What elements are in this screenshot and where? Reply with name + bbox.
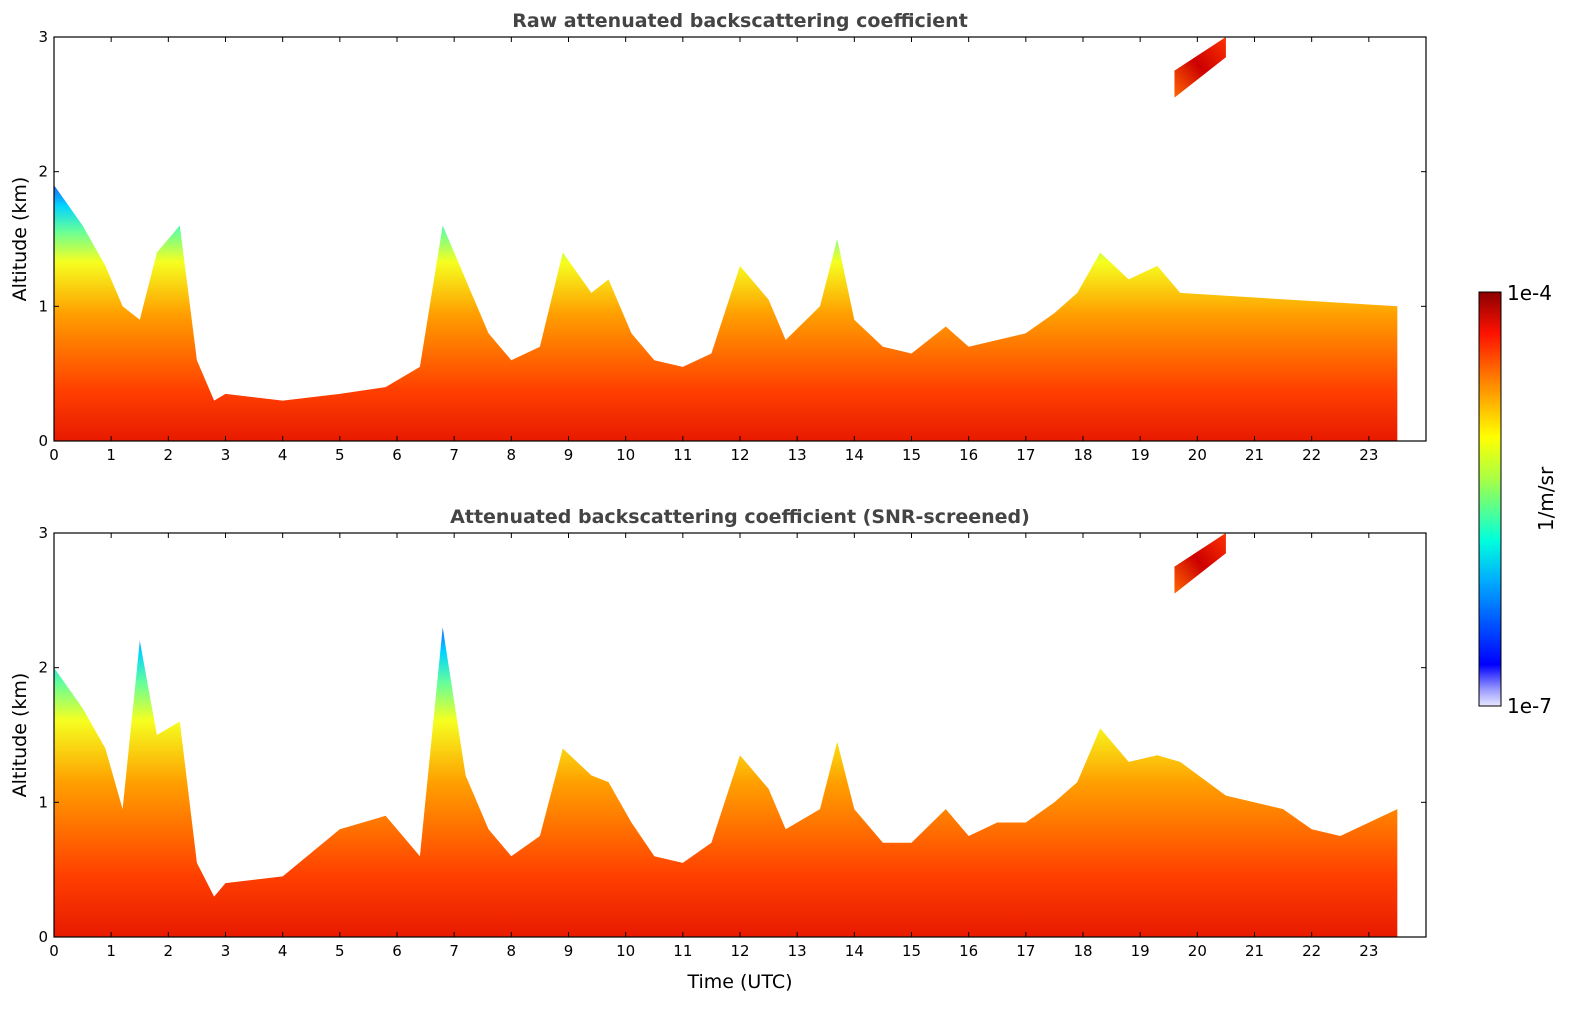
x-tick-label: 17 — [1016, 446, 1035, 464]
x-tick-label: 14 — [845, 942, 864, 960]
x-tick-label: 3 — [221, 446, 231, 464]
x-tick-label: 1 — [106, 446, 116, 464]
x-tick-label: 21 — [1245, 446, 1264, 464]
x-tick-label: 18 — [1073, 942, 1092, 960]
x-tick-label: 2 — [164, 446, 174, 464]
x-tick-label: 8 — [507, 446, 517, 464]
y-axis-label: Altitude (km) — [9, 673, 31, 798]
x-tick-label: 23 — [1359, 446, 1378, 464]
x-tick-label: 10 — [616, 446, 635, 464]
x-tick-label: 3 — [221, 942, 231, 960]
x-tick-label: 21 — [1245, 942, 1264, 960]
x-axis: 0 1 2 3 4 5 6 7 8 9 10 11 12 13 14 15 16 17 18 19 20 21 22 23 — [49, 37, 1378, 464]
x-tick-label: 7 — [449, 446, 459, 464]
x-tick-label: 13 — [788, 942, 807, 960]
y-tick-label: 1 — [38, 297, 48, 315]
colorbar-unit-label: 1/m/sr — [1534, 466, 1558, 531]
x-tick-label: 5 — [335, 942, 345, 960]
y-tick-label: 0 — [38, 928, 48, 946]
x-tick-label: 20 — [1188, 942, 1207, 960]
y-tick-label: 1 — [38, 793, 48, 811]
x-tick-label: 17 — [1016, 942, 1035, 960]
x-tick-label: 14 — [845, 446, 864, 464]
x-tick-label: 11 — [673, 942, 692, 960]
panel-screened: Attenuated backscattering coefficient (S… — [9, 506, 1427, 993]
y-tick-label: 2 — [38, 659, 48, 677]
y-tick-label: 3 — [38, 524, 48, 542]
x-tick-label: 6 — [392, 446, 402, 464]
no-data-region — [1397, 533, 1426, 937]
y-tick-label: 2 — [38, 163, 48, 181]
plot-area — [54, 37, 1426, 441]
y-tick-label: 3 — [38, 28, 48, 46]
x-tick-label: 8 — [507, 942, 517, 960]
panel-raw: Raw attenuated backscattering coefficien… — [9, 10, 1427, 464]
x-tick-label: 4 — [278, 942, 288, 960]
x-tick-label: 6 — [392, 942, 402, 960]
panel-title: Raw attenuated backscattering coefficien… — [512, 10, 968, 32]
backscatter-layer — [54, 185, 1398, 441]
no-data-region — [1397, 37, 1426, 441]
panel-title: Attenuated backscattering coefficient (S… — [450, 506, 1030, 528]
x-tick-label: 2 — [164, 942, 174, 960]
x-tick-label: 13 — [788, 446, 807, 464]
x-tick-label: 10 — [616, 942, 635, 960]
elevated-aerosol-layer — [1174, 533, 1226, 594]
x-tick-label: 18 — [1073, 446, 1092, 464]
x-tick-label: 0 — [49, 446, 59, 464]
x-tick-label: 5 — [335, 446, 345, 464]
x-tick-label: 20 — [1188, 446, 1207, 464]
x-axis: 0 1 2 3 4 5 6 7 8 9 10 11 12 13 14 15 16 17 18 19 20 21 22 23 — [49, 533, 1378, 960]
x-tick-label: 16 — [959, 446, 978, 464]
x-tick-label: 23 — [1359, 942, 1378, 960]
y-axis: 0 1 2 3 — [38, 524, 1426, 946]
y-axis: 0 1 2 3 — [38, 28, 1426, 450]
x-tick-label: 15 — [902, 942, 921, 960]
x-tick-label: 9 — [564, 942, 574, 960]
x-tick-label: 1 — [106, 942, 116, 960]
y-tick-label: 0 — [38, 432, 48, 450]
colorbar-max-label: 1e-4 — [1507, 281, 1552, 305]
colorbar-gradient — [1478, 291, 1502, 707]
y-axis-label: Altitude (km) — [9, 177, 31, 302]
x-tick-label: 19 — [1131, 446, 1150, 464]
x-tick-label: 19 — [1131, 942, 1150, 960]
x-axis-label: Time (UTC) — [686, 971, 792, 993]
x-tick-label: 12 — [730, 446, 749, 464]
x-tick-label: 7 — [449, 942, 459, 960]
x-tick-label: 12 — [730, 942, 749, 960]
colorbar: 1e-4 1e-7 1/m/sr — [1478, 281, 1558, 718]
x-tick-label: 11 — [673, 446, 692, 464]
x-tick-label: 22 — [1302, 942, 1321, 960]
colorbar-min-label: 1e-7 — [1507, 694, 1552, 718]
x-tick-label: 16 — [959, 942, 978, 960]
x-tick-label: 9 — [564, 446, 574, 464]
plot-area — [54, 533, 1426, 937]
x-tick-label: 0 — [49, 942, 59, 960]
x-tick-label: 15 — [902, 446, 921, 464]
backscatter-layer — [54, 627, 1398, 937]
x-tick-label: 4 — [278, 446, 288, 464]
x-tick-label: 22 — [1302, 446, 1321, 464]
elevated-aerosol-layer — [1174, 37, 1226, 98]
